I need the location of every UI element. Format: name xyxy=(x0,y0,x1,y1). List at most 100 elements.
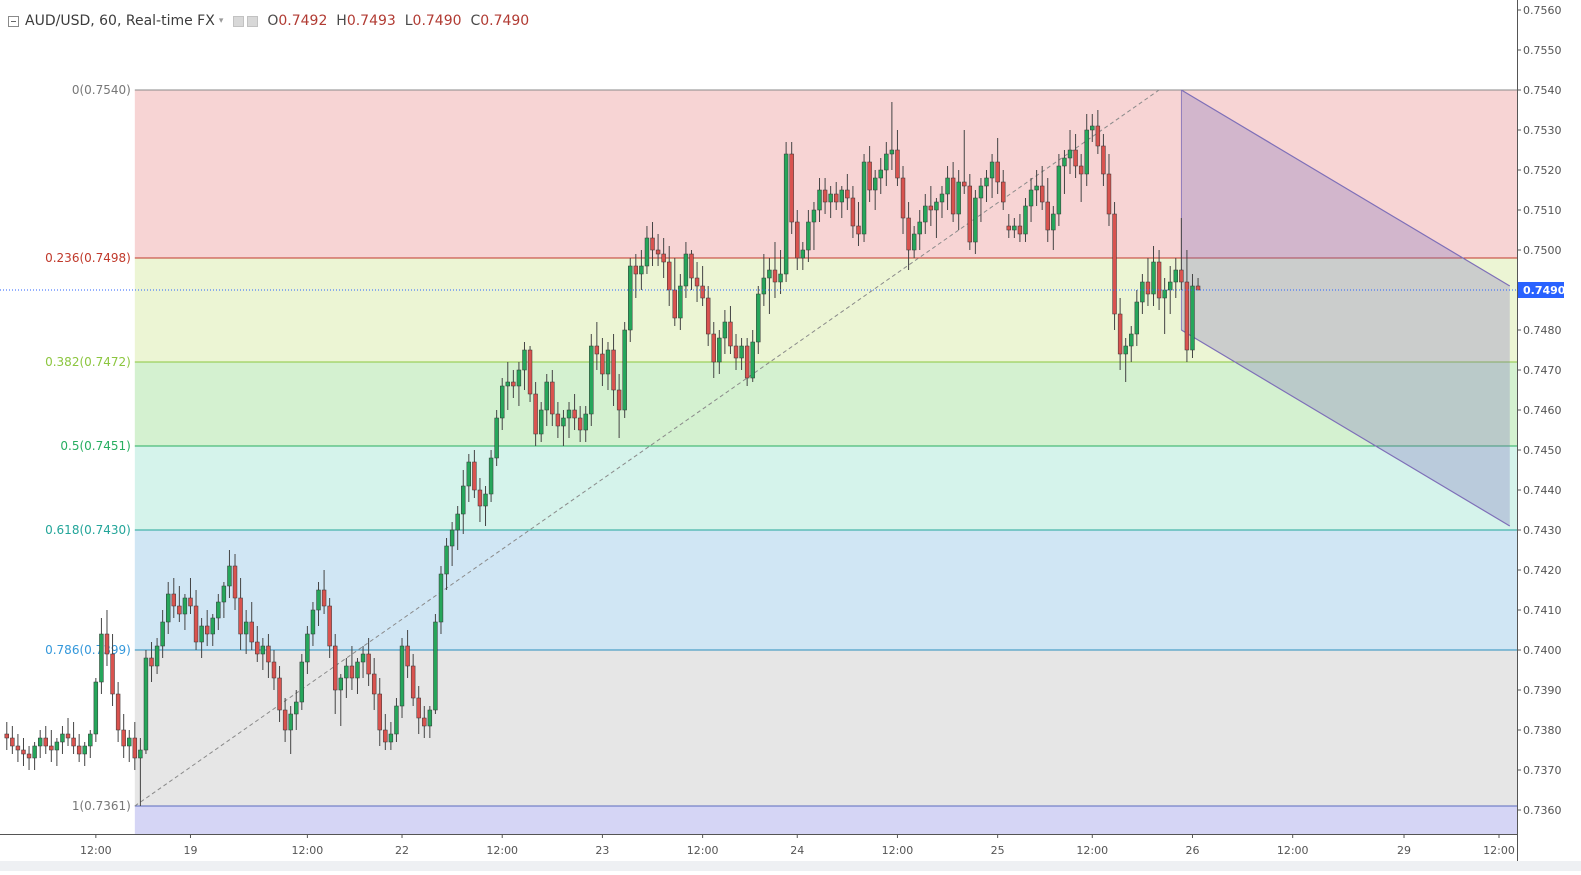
candle-body-up xyxy=(811,209,817,223)
candle xyxy=(911,226,917,258)
time-tick-label: 12:00 xyxy=(1277,844,1309,857)
candle-body-down xyxy=(822,189,828,203)
candle xyxy=(327,598,332,658)
candle-body-up xyxy=(160,621,165,647)
candle xyxy=(928,186,934,226)
candle-body-down xyxy=(700,285,705,299)
candle-body-down xyxy=(834,193,839,203)
candle-body-up xyxy=(37,737,43,747)
candle-body-up xyxy=(227,565,232,587)
candle xyxy=(1123,338,1128,382)
time-tick-label: 24 xyxy=(790,844,804,857)
candle-body-up xyxy=(1090,125,1095,131)
candle xyxy=(850,186,856,238)
candle-body-up xyxy=(1162,289,1167,299)
candle xyxy=(661,238,666,278)
price-tick-label: 0.7410 xyxy=(1523,604,1562,617)
candle xyxy=(1006,214,1011,238)
candle xyxy=(550,370,555,426)
price-tick-label: 0.7540 xyxy=(1523,84,1562,97)
chart-legend: AUD/USD, 60, Real-time FX ▾ O0.7492 H0.7… xyxy=(8,10,529,32)
candlestick-series xyxy=(4,102,1201,806)
candle-body-down xyxy=(1112,213,1117,315)
channel-upper-line[interactable] xyxy=(1181,89,1511,287)
candle-body-up xyxy=(182,597,188,615)
candle-body-up xyxy=(589,345,594,415)
candle-body-up xyxy=(1012,225,1017,231)
candle xyxy=(917,210,922,250)
candle-body-down xyxy=(1078,165,1084,175)
ohlc-values: O0.7492 H0.7493 L0.7490 C0.7490 xyxy=(267,13,529,29)
candle-body-down xyxy=(1101,145,1106,175)
candle xyxy=(1184,250,1190,362)
candle xyxy=(516,362,522,406)
candle-body-down xyxy=(533,393,538,435)
candle xyxy=(438,566,444,634)
candle xyxy=(739,338,744,370)
horizontal-scrollbar[interactable] xyxy=(0,861,1581,871)
candle xyxy=(466,454,472,502)
price-tick-label: 0.7360 xyxy=(1523,804,1562,817)
time-tick-label: 26 xyxy=(1185,844,1199,857)
fibonacci-trend-line[interactable] xyxy=(134,89,1160,807)
candle xyxy=(934,198,939,238)
candle xyxy=(1095,110,1101,154)
candle-body-up xyxy=(88,733,93,747)
candle-body-down xyxy=(71,737,76,747)
candle-body-up xyxy=(561,417,566,427)
candle-body-down xyxy=(661,253,666,263)
candle xyxy=(616,374,622,438)
candle xyxy=(633,254,639,298)
candle-body-up xyxy=(427,709,433,727)
time-tick-label: 12:00 xyxy=(292,844,324,857)
candle xyxy=(399,638,405,718)
candle-body-up xyxy=(583,413,588,431)
channel-lower-line[interactable] xyxy=(1181,329,1511,527)
candle xyxy=(32,742,37,770)
candle xyxy=(26,746,32,770)
candle-body-down xyxy=(1073,149,1078,167)
candle xyxy=(756,286,761,354)
candle xyxy=(639,250,644,290)
candle-body-up xyxy=(989,161,995,179)
candle-body-up xyxy=(622,329,627,411)
high-value: 0.7493 xyxy=(346,13,396,29)
time-axis[interactable]: 12:00 19 12:00 22 12:00 23 12:00 24 12:00 25 12:00… xyxy=(0,834,1581,871)
candle-body-down xyxy=(711,333,716,363)
candle-body-down xyxy=(349,665,355,679)
candle xyxy=(605,342,611,390)
candle xyxy=(416,686,421,734)
settings-icon[interactable] xyxy=(247,15,259,27)
candle xyxy=(299,654,305,710)
price-tick-label: 0.7400 xyxy=(1523,644,1562,657)
candle xyxy=(344,658,349,698)
collapse-legend-icon[interactable] xyxy=(8,15,19,27)
candle-body-down xyxy=(405,645,410,667)
trend-line[interactable] xyxy=(134,89,1160,807)
fibonacci-retracement[interactable] xyxy=(134,89,1518,834)
symbol-title[interactable]: AUD/USD, 60, Real-time FX xyxy=(25,13,215,29)
eye-icon[interactable] xyxy=(233,15,245,27)
candle xyxy=(243,610,249,654)
close-key: C xyxy=(470,13,481,29)
candle xyxy=(1017,214,1023,242)
candle-body-up xyxy=(717,337,722,363)
candle xyxy=(488,450,494,502)
candle-body-down xyxy=(282,709,288,731)
candle xyxy=(1134,290,1140,346)
candle-body-up xyxy=(783,153,789,275)
candle-body-up xyxy=(872,177,878,191)
candle xyxy=(1023,198,1028,242)
candle xyxy=(683,242,689,298)
candle xyxy=(767,258,772,314)
price-axis[interactable]: 0.7560 0.7550 0.7540 0.7530 0.7520 0.7510 0.75… xyxy=(1517,0,1581,871)
candle xyxy=(305,626,310,674)
candle-body-down xyxy=(895,149,900,179)
candle xyxy=(394,698,399,742)
candle-body-down xyxy=(867,161,872,191)
candle xyxy=(962,130,967,194)
candle-body-up xyxy=(466,461,472,487)
chevron-down-icon[interactable]: ▾ xyxy=(218,16,224,26)
candle xyxy=(1106,154,1112,226)
